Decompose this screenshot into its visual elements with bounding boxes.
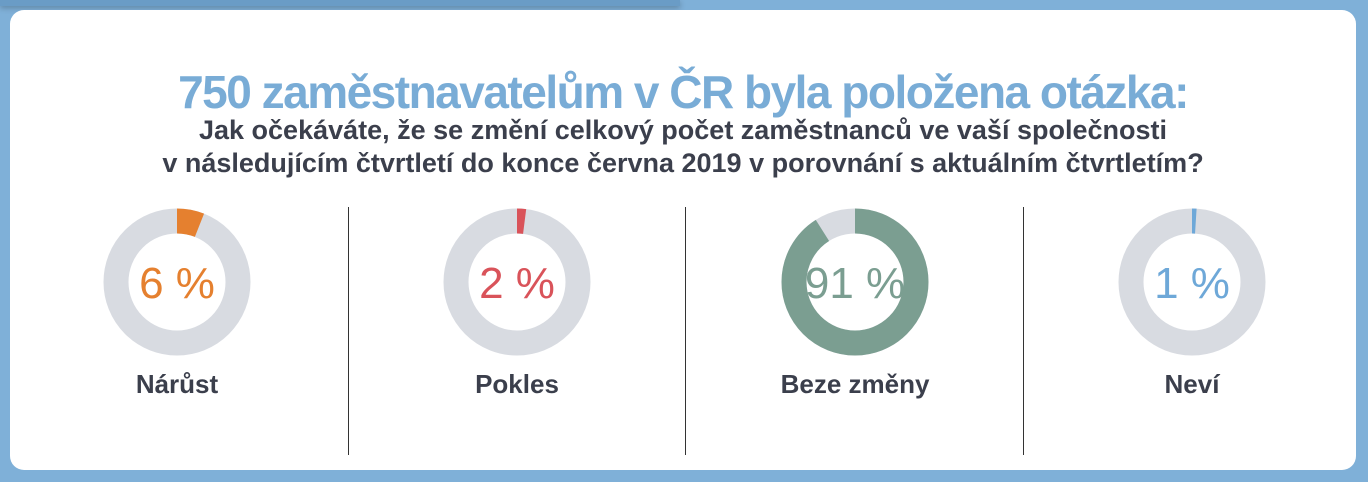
donut-chart-nevi: 1 % [1118,208,1266,356]
value-label-narust: 6 % [139,259,215,308]
question-line-2: v následujícím čtvrtletí do konce června… [162,148,1204,178]
value-label-pokles: 2 % [479,259,555,308]
donut-arc-narust [103,208,251,356]
page-title: 750 zaměstnavatelům v ČR byla položena o… [178,66,1189,118]
column-divider-2 [685,207,686,455]
infographic-card: 750 zaměstnavatelům v ČR byla položena o… [10,10,1356,470]
donut-arc-nevi [1118,208,1266,356]
donut-chart-narust: 6 % [103,208,251,356]
category-label-beze-zmeny: Beze změny [780,369,930,399]
donut-arc-pokles [443,208,591,356]
donut-chart-beze-zmeny: 91 % [781,208,929,356]
value-label-nevi: 1 % [1154,259,1230,308]
question-line-1: Jak očekáváte, že se změní celkový počet… [199,115,1167,145]
column-divider-3 [1023,207,1024,455]
donut-chart-pokles: 2 % [443,208,591,356]
category-label-pokles: Pokles [475,369,559,399]
column-divider-1 [348,207,349,455]
category-label-nevi: Neví [1164,369,1220,399]
category-label-narust: Nárůst [135,369,219,399]
donut-arc-beze-zmeny [781,208,929,356]
question-text: Jak očekáváte, že se změní celkový počet… [10,114,1356,180]
value-label-beze-zmeny: 91 % [805,259,905,308]
top-decor-strip [0,0,680,6]
